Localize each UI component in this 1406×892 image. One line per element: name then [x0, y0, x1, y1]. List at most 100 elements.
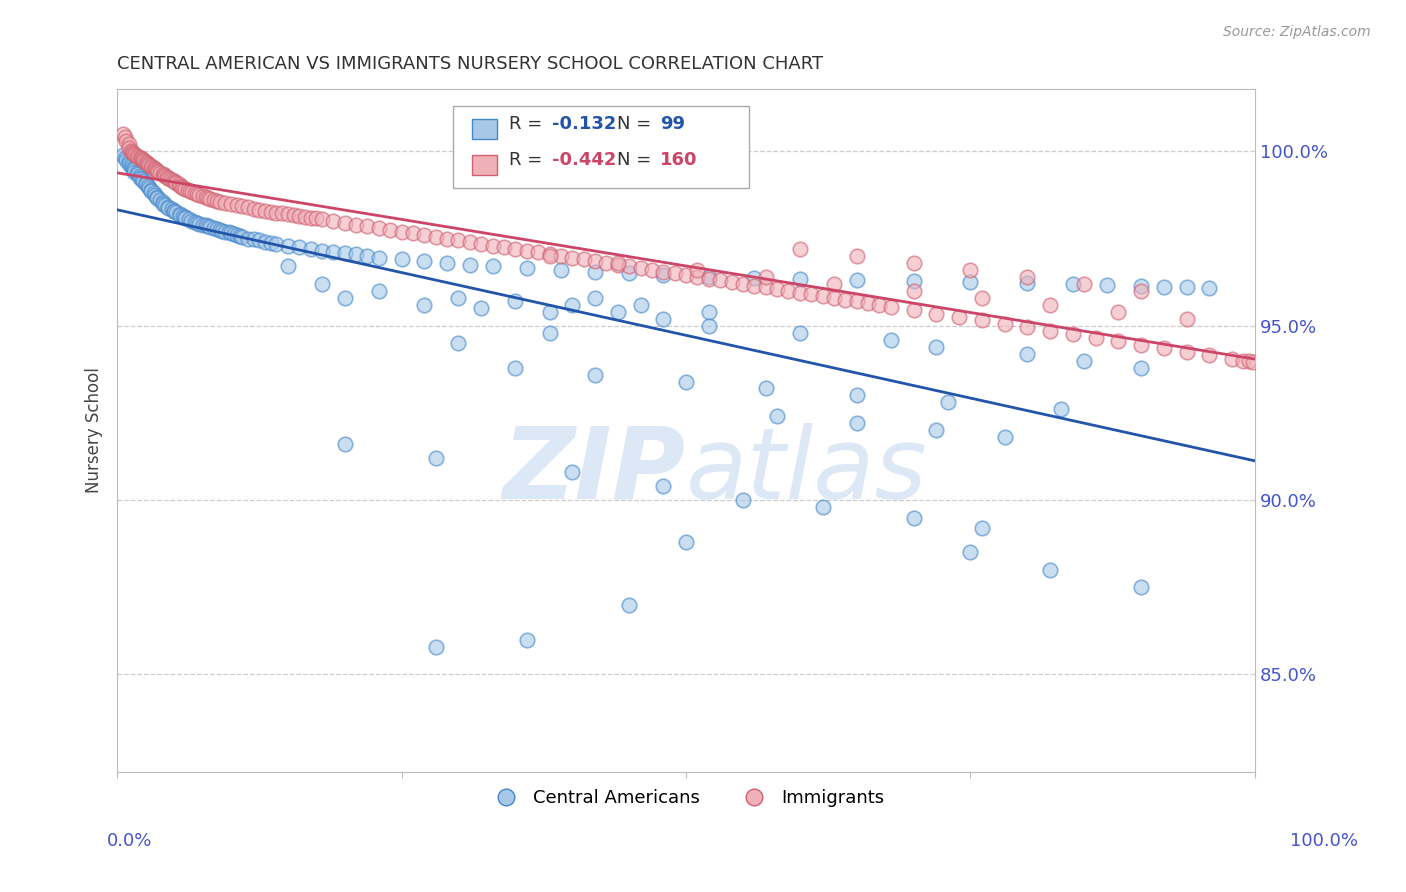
Point — [1062, 327, 1084, 342]
Point — [742, 270, 765, 285]
Point — [208, 223, 231, 237]
Point — [146, 164, 169, 178]
Point — [260, 235, 283, 250]
Text: 99: 99 — [659, 115, 685, 133]
Point — [709, 273, 731, 287]
Point — [686, 263, 709, 277]
Point — [177, 183, 200, 197]
Point — [211, 224, 233, 238]
Point — [606, 305, 628, 319]
Point — [169, 178, 191, 193]
Point — [1050, 402, 1073, 417]
Point — [114, 130, 136, 145]
Point — [652, 479, 675, 493]
Point — [425, 229, 447, 244]
Point — [367, 284, 389, 298]
Point — [132, 153, 155, 167]
Point — [333, 291, 356, 305]
Point — [550, 249, 572, 263]
Point — [135, 176, 157, 190]
Point — [652, 311, 675, 326]
Point — [617, 260, 640, 274]
Point — [1017, 269, 1039, 284]
Point — [165, 205, 187, 219]
Point — [157, 201, 180, 215]
Point — [413, 228, 436, 243]
Point — [122, 161, 145, 176]
Point — [538, 247, 561, 261]
Point — [135, 155, 157, 169]
Point — [697, 269, 720, 284]
Point — [1220, 351, 1243, 366]
Point — [516, 261, 538, 276]
Point — [149, 166, 172, 180]
Point — [1107, 334, 1129, 349]
Point — [181, 185, 204, 199]
Point — [1084, 331, 1107, 345]
Point — [208, 195, 231, 210]
Point — [236, 231, 259, 245]
Point — [180, 214, 202, 228]
Point — [811, 289, 834, 303]
Point — [766, 282, 789, 296]
Point — [247, 233, 270, 247]
Text: 0.0%: 0.0% — [107, 831, 152, 849]
Point — [254, 235, 277, 249]
Point — [583, 265, 606, 279]
Point — [1241, 355, 1264, 369]
Point — [447, 336, 470, 351]
Point — [159, 172, 181, 186]
Point — [356, 249, 378, 263]
Point — [789, 285, 811, 300]
Point — [136, 179, 159, 194]
Point — [845, 294, 868, 309]
Point — [146, 165, 169, 179]
Point — [157, 200, 180, 214]
Point — [903, 303, 925, 318]
Point — [470, 301, 492, 316]
Point — [288, 209, 311, 223]
Point — [117, 156, 139, 170]
Point — [294, 210, 316, 224]
Point — [1017, 320, 1039, 334]
Point — [333, 437, 356, 451]
Point — [188, 217, 211, 231]
Point — [277, 260, 299, 274]
Point — [561, 465, 583, 479]
Point — [1130, 278, 1153, 293]
Point — [134, 154, 156, 169]
Point — [675, 268, 697, 282]
Point — [200, 192, 222, 206]
Point — [845, 417, 868, 431]
Point — [186, 216, 208, 230]
Point — [114, 151, 136, 165]
Point — [583, 254, 606, 268]
Point — [138, 158, 160, 172]
Point — [755, 382, 778, 396]
Point — [177, 212, 200, 227]
Text: R =: R = — [509, 115, 547, 133]
Point — [959, 275, 981, 289]
Point — [131, 172, 153, 186]
Point — [165, 175, 187, 189]
Text: atlas: atlas — [686, 423, 928, 520]
Point — [652, 268, 675, 282]
Point — [492, 240, 515, 254]
Point — [191, 218, 214, 232]
Point — [124, 148, 146, 162]
Point — [163, 174, 186, 188]
Point — [117, 141, 139, 155]
Point — [572, 252, 595, 267]
Point — [925, 306, 948, 320]
Point — [789, 242, 811, 256]
Point — [129, 169, 152, 183]
Point — [538, 249, 561, 263]
Text: N =: N = — [617, 152, 657, 169]
Point — [122, 162, 145, 177]
Point — [163, 203, 186, 218]
Point — [583, 368, 606, 382]
Point — [925, 340, 948, 354]
Point — [1237, 354, 1260, 368]
Point — [697, 305, 720, 319]
Point — [120, 158, 142, 172]
